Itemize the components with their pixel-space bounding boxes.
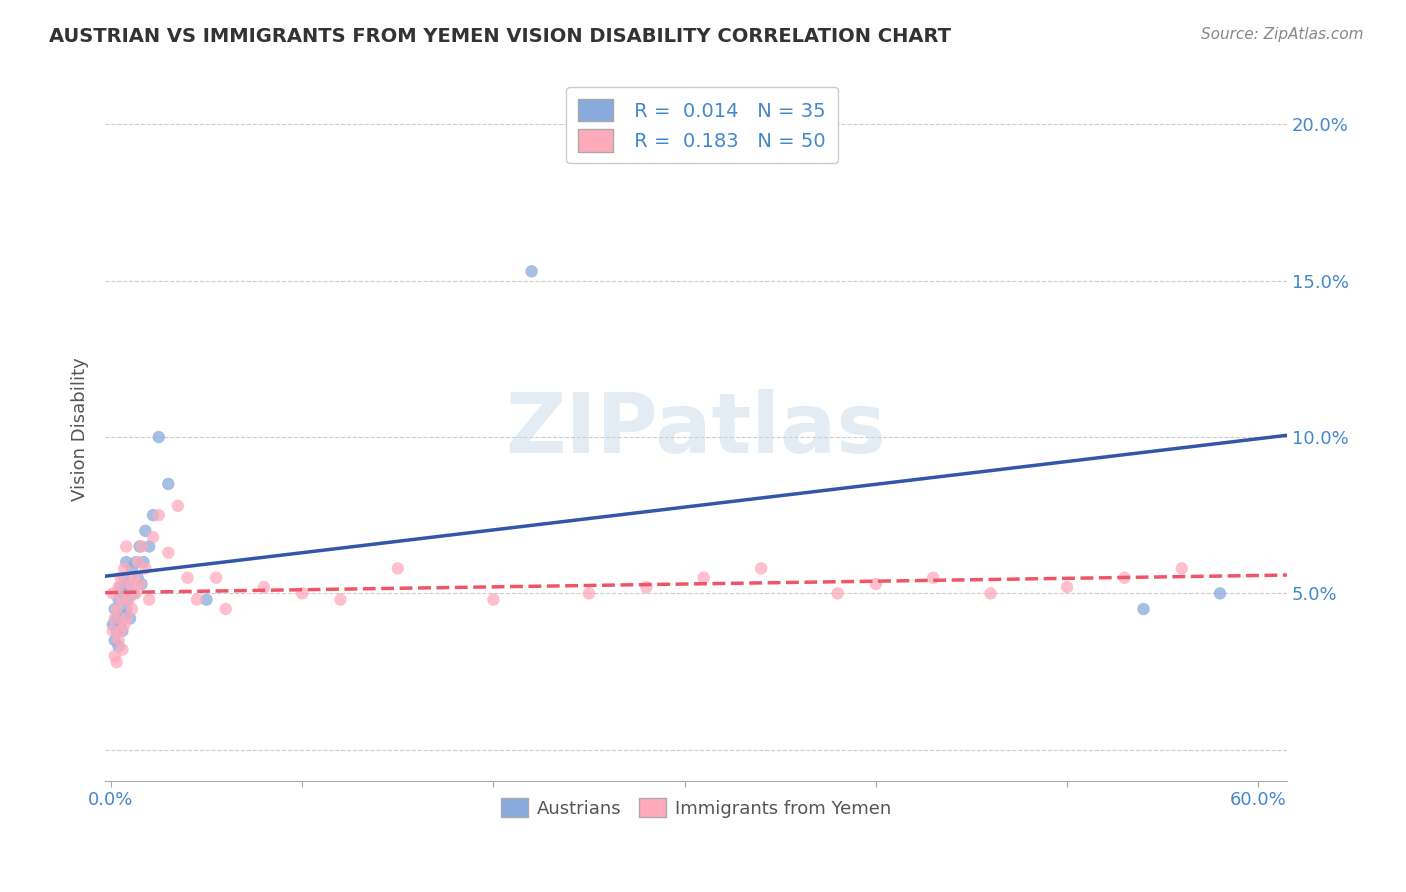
Point: [125, 586, 148, 600]
Point: [176, 571, 198, 585]
Point: [980, 586, 1002, 600]
Point: [186, 592, 208, 607]
Point: [253, 580, 276, 594]
Point: [107, 633, 129, 648]
Point: [117, 592, 139, 607]
Point: [107, 592, 129, 607]
Point: [112, 571, 135, 585]
Point: [107, 580, 129, 594]
Point: [520, 264, 543, 278]
Point: [1171, 561, 1194, 575]
Point: [112, 561, 135, 575]
Text: Source: ZipAtlas.com: Source: ZipAtlas.com: [1201, 27, 1364, 42]
Point: [104, 611, 127, 625]
Point: [148, 508, 170, 523]
Point: [117, 577, 139, 591]
Point: [115, 540, 138, 554]
Point: [120, 611, 142, 625]
Point: [111, 624, 134, 638]
Point: [636, 580, 658, 594]
Point: [111, 586, 134, 600]
Y-axis label: Vision Disability: Vision Disability: [72, 358, 89, 501]
Point: [329, 592, 352, 607]
Point: [131, 577, 153, 591]
Point: [121, 602, 143, 616]
Point: [105, 624, 128, 638]
Point: [693, 571, 716, 585]
Point: [578, 586, 600, 600]
Point: [157, 546, 180, 560]
Point: [125, 555, 148, 569]
Point: [142, 508, 165, 523]
Point: [195, 592, 218, 607]
Point: [111, 642, 134, 657]
Point: [127, 555, 149, 569]
Legend: Austrians, Immigrants from Yemen: Austrians, Immigrants from Yemen: [494, 791, 898, 825]
Point: [128, 577, 150, 591]
Point: [101, 617, 124, 632]
Point: [138, 540, 160, 554]
Point: [134, 561, 156, 575]
Point: [215, 602, 238, 616]
Point: [1132, 602, 1154, 616]
Point: [131, 540, 153, 554]
Point: [148, 430, 170, 444]
Point: [1114, 571, 1136, 585]
Point: [104, 648, 127, 663]
Point: [1209, 586, 1232, 600]
Point: [1056, 580, 1078, 594]
Point: [121, 561, 143, 575]
Point: [115, 611, 138, 625]
Point: [205, 571, 228, 585]
Point: [482, 592, 505, 607]
Point: [128, 540, 150, 554]
Point: [142, 530, 165, 544]
Point: [134, 524, 156, 538]
Point: [110, 580, 132, 594]
Point: [167, 499, 190, 513]
Point: [117, 592, 139, 607]
Point: [112, 617, 135, 632]
Point: [110, 624, 132, 638]
Point: [291, 586, 314, 600]
Point: [105, 602, 128, 616]
Point: [105, 655, 128, 669]
Point: [107, 640, 129, 654]
Point: [827, 586, 849, 600]
Point: [157, 477, 180, 491]
Point: [387, 561, 409, 575]
Point: [110, 571, 132, 585]
Point: [110, 617, 132, 632]
Point: [127, 571, 149, 585]
Point: [673, 127, 696, 141]
Point: [112, 608, 135, 623]
Point: [104, 602, 127, 616]
Point: [122, 586, 145, 600]
Point: [749, 561, 772, 575]
Point: [101, 624, 124, 638]
Point: [122, 571, 145, 585]
Point: [120, 577, 142, 591]
Point: [104, 633, 127, 648]
Point: [105, 611, 128, 625]
Text: AUSTRIAN VS IMMIGRANTS FROM YEMEN VISION DISABILITY CORRELATION CHART: AUSTRIAN VS IMMIGRANTS FROM YEMEN VISION…: [49, 27, 952, 45]
Point: [115, 602, 138, 616]
Point: [101, 586, 124, 600]
Point: [115, 555, 138, 569]
Point: [922, 571, 945, 585]
Point: [111, 592, 134, 607]
Point: [138, 592, 160, 607]
Point: [865, 577, 887, 591]
Point: [132, 555, 155, 569]
Text: ZIPatlas: ZIPatlas: [506, 389, 887, 470]
